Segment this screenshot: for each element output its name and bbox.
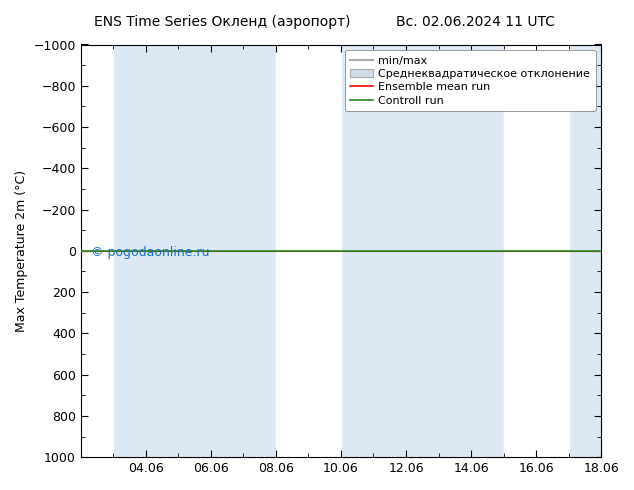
Text: © pogodaonline.ru: © pogodaonline.ru xyxy=(91,246,210,259)
Y-axis label: Max Temperature 2m (°C): Max Temperature 2m (°C) xyxy=(15,170,28,332)
Text: Вс. 02.06.2024 11 UTC: Вс. 02.06.2024 11 UTC xyxy=(396,15,555,29)
Bar xyxy=(276,45,341,457)
Legend: min/max, Среднеквадратическое отклонение, Ensemble mean run, Controll run: min/max, Среднеквадратическое отклонение… xyxy=(345,50,595,111)
Bar xyxy=(81,45,113,457)
Text: ENS Time Series Окленд (аэропорт): ENS Time Series Окленд (аэропорт) xyxy=(94,15,350,29)
Bar xyxy=(503,45,569,457)
